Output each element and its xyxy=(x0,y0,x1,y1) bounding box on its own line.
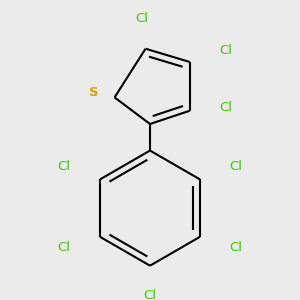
Text: Cl: Cl xyxy=(219,44,232,57)
Text: Cl: Cl xyxy=(230,160,243,172)
Text: Cl: Cl xyxy=(57,160,70,172)
Text: Cl: Cl xyxy=(230,242,243,254)
Text: Cl: Cl xyxy=(143,289,157,300)
Text: S: S xyxy=(88,86,98,100)
Text: Cl: Cl xyxy=(57,242,70,254)
Text: Cl: Cl xyxy=(136,12,148,25)
Text: Cl: Cl xyxy=(219,101,232,114)
